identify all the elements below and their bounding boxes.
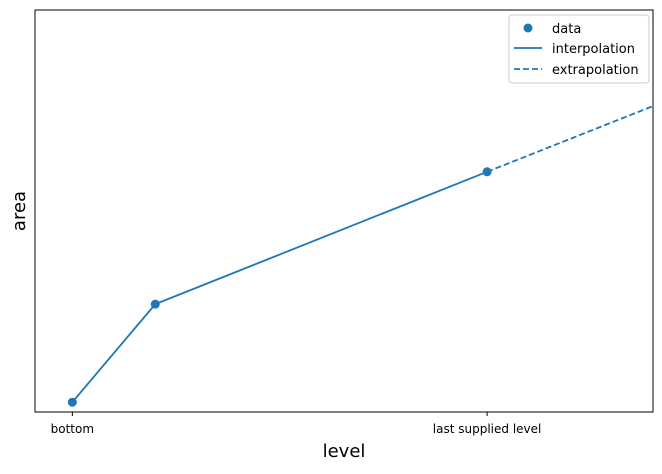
- legend-marker-data: [523, 23, 533, 33]
- series-layer: [67, 105, 653, 407]
- legend: data interpolation extrapolation: [508, 14, 650, 84]
- plot-frame: [34, 9, 654, 413]
- x-axis-ticks: bottom last supplied level: [51, 412, 542, 436]
- data-point-0: [67, 397, 77, 407]
- x-tick-label-0: bottom: [51, 422, 94, 436]
- legend-label-interpolation: interpolation: [552, 42, 635, 57]
- x-axis-label: level: [323, 441, 366, 462]
- legend-label-extrapolation: extrapolation: [552, 63, 639, 78]
- series-line-extrapolation: [486, 105, 653, 173]
- legend-frame: [508, 14, 650, 84]
- data-point-1: [150, 299, 160, 309]
- x-tick-label-1: last supplied level: [433, 422, 542, 436]
- data-point-2: [482, 167, 492, 177]
- legend-label-data: data: [552, 22, 581, 37]
- y-axis-label: area: [9, 191, 30, 231]
